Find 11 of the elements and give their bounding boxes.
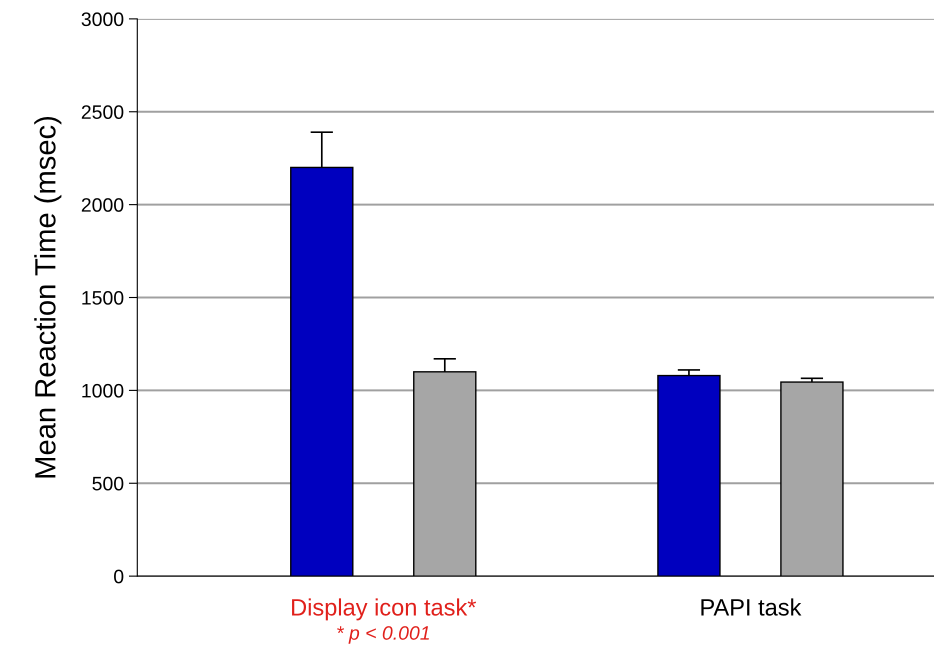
x-tick-label: Display icon task* [292, 598, 476, 620]
x-tick-label: PAPI task [701, 598, 802, 616]
y-tick-label: 2500 [82, 105, 124, 119]
y-tick-label: 1000 [82, 384, 124, 398]
text: * p < 0.001 [337, 626, 429, 644]
y-tick-label: 1500 [82, 290, 124, 305]
y-axis-title: Mean Reaction Time (msec) [34, 116, 62, 478]
y-tick-label: 500 [92, 476, 124, 490]
y-tick-label: 2000 [82, 198, 124, 212]
y-tick-label: 0 [114, 570, 124, 584]
y-tick-label: 3000 [82, 12, 124, 26]
